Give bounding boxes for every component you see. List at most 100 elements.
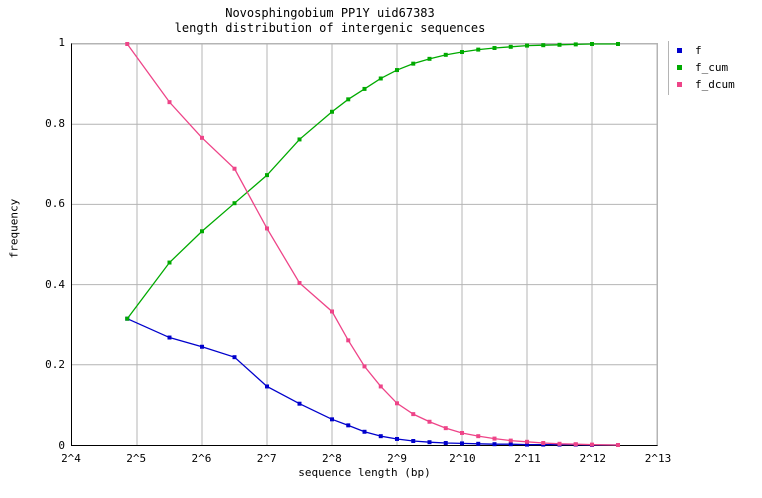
x-tick-label: 2^4 xyxy=(61,452,81,465)
data-point-marker xyxy=(492,442,497,447)
data-point-marker xyxy=(476,434,481,439)
data-point-marker xyxy=(232,355,237,360)
x-tick-label: 2^9 xyxy=(387,452,408,465)
data-point-marker xyxy=(443,426,448,431)
plot-area xyxy=(71,42,658,447)
y-tick-label: 0.2 xyxy=(45,358,65,372)
data-point-marker xyxy=(411,412,416,417)
data-point-marker xyxy=(557,42,562,47)
data-point-marker xyxy=(411,61,416,66)
data-point-marker xyxy=(378,384,383,389)
data-point-marker xyxy=(265,173,269,178)
data-point-marker xyxy=(573,442,578,447)
legend-label: f_dcum xyxy=(695,78,735,91)
data-point-marker xyxy=(362,364,367,369)
data-point-marker xyxy=(362,429,367,434)
data-point-marker xyxy=(508,438,513,443)
x-tick-label: 2^5 xyxy=(126,452,147,465)
legend-label: f xyxy=(695,44,702,57)
legend-swatch-icon xyxy=(677,82,682,87)
series-line xyxy=(126,318,619,446)
data-point-marker xyxy=(590,42,594,46)
x-tick-label: 2^8 xyxy=(321,452,342,465)
data-point-marker xyxy=(443,52,448,57)
data-point-marker xyxy=(616,443,620,447)
data-point-marker xyxy=(125,42,130,46)
y-tick-label: 0.8 xyxy=(45,116,65,130)
data-point-marker xyxy=(378,76,383,81)
data-series-layer xyxy=(125,42,620,447)
data-point-marker xyxy=(362,86,367,91)
series-f xyxy=(125,316,620,447)
data-point-marker xyxy=(167,100,172,105)
data-point-marker xyxy=(460,50,464,55)
data-point-marker xyxy=(590,442,594,447)
data-point-marker xyxy=(200,229,204,234)
data-point-marker xyxy=(265,384,269,389)
series-f_cum xyxy=(125,42,620,321)
data-point-marker xyxy=(330,309,334,314)
data-point-marker xyxy=(200,344,204,349)
data-point-marker xyxy=(346,338,351,343)
series-line xyxy=(126,43,619,320)
data-point-marker xyxy=(330,417,334,422)
data-point-marker xyxy=(232,201,237,206)
x-tick-label: 2^12 xyxy=(579,452,607,465)
series-line xyxy=(126,43,619,446)
data-point-marker xyxy=(125,316,130,321)
data-point-marker xyxy=(395,68,399,73)
data-point-marker xyxy=(200,135,204,140)
data-point-marker xyxy=(492,436,497,441)
chart-legend: f f_cum f_dcum xyxy=(668,41,760,95)
data-point-marker xyxy=(460,430,464,435)
data-point-marker xyxy=(378,434,383,439)
data-point-marker xyxy=(508,442,513,447)
data-point-marker xyxy=(395,401,399,406)
data-point-marker xyxy=(557,441,562,446)
data-point-marker xyxy=(541,43,546,48)
data-point-marker xyxy=(492,46,497,51)
x-axis-title: sequence length (bp) xyxy=(298,466,431,479)
y-axis-title: frequency xyxy=(7,198,21,259)
chart-title-block: Novosphingobium PP1Y uid67383 length dis… xyxy=(0,6,660,36)
y-tick-label: 0 xyxy=(58,439,65,452)
x-tick-label: 2^13 xyxy=(644,452,672,465)
x-tick-label: 2^7 xyxy=(256,452,277,465)
data-point-marker xyxy=(395,436,399,441)
data-point-marker xyxy=(427,440,432,445)
legend-swatch-icon xyxy=(677,48,682,53)
chart-subtitle: length distribution of intergenic sequen… xyxy=(174,21,486,35)
data-point-marker xyxy=(297,401,302,406)
data-point-marker xyxy=(427,56,432,61)
data-point-marker xyxy=(525,439,529,444)
data-point-marker xyxy=(427,419,432,424)
y-tick-label: 0.4 xyxy=(45,277,65,291)
data-point-marker xyxy=(330,109,334,114)
data-point-marker xyxy=(476,47,481,52)
page-title: Novosphingobium PP1Y uid67383 xyxy=(225,6,435,20)
legend-label: f_cum xyxy=(695,61,729,74)
x-tick-label: 2^10 xyxy=(449,452,476,465)
data-point-marker xyxy=(232,166,237,171)
data-point-marker xyxy=(476,441,481,446)
series-f_dcum xyxy=(125,42,620,447)
data-point-marker xyxy=(460,441,464,446)
y-tick-label: 0.6 xyxy=(45,197,65,211)
data-point-marker xyxy=(297,137,302,142)
y-tick-label: 1 xyxy=(58,36,65,49)
data-point-marker xyxy=(167,260,172,265)
data-point-marker xyxy=(525,43,529,48)
x-tick-label: 2^6 xyxy=(191,452,212,465)
data-point-marker xyxy=(508,44,513,49)
data-point-marker xyxy=(443,441,448,445)
data-point-marker xyxy=(541,441,546,445)
data-point-marker xyxy=(297,281,302,285)
data-point-marker xyxy=(573,42,578,47)
data-point-marker xyxy=(346,97,351,102)
data-point-marker xyxy=(616,42,620,46)
data-point-marker xyxy=(265,226,269,231)
data-point-marker xyxy=(167,335,172,340)
x-tick-label: 2^11 xyxy=(514,452,541,465)
legend-swatch-icon xyxy=(677,65,682,70)
